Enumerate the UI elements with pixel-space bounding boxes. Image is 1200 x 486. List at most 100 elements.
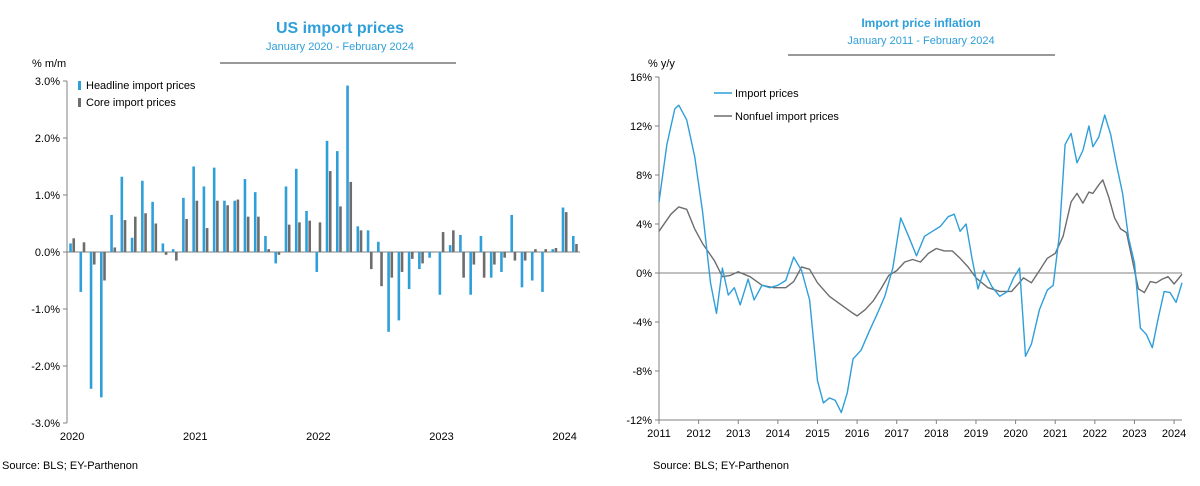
left-x-tick-label: 2023 xyxy=(429,431,453,443)
left-x-tick-label: 2020 xyxy=(60,431,84,443)
right-y-tick-label: 4% xyxy=(636,219,652,231)
core-bar xyxy=(246,216,250,252)
legend-label-core: Core import prices xyxy=(86,97,176,109)
core-bar xyxy=(380,252,383,287)
core-bar xyxy=(133,216,137,252)
core-bar xyxy=(482,252,486,278)
core-bar xyxy=(82,242,86,252)
right-x-tick-label: 2016 xyxy=(845,428,869,440)
right-source-note: Source: BLS; EY-Parthenon xyxy=(653,460,789,472)
left-y-tick-label: -3.0% xyxy=(31,418,60,430)
core-bar xyxy=(493,252,496,265)
headline-bar xyxy=(264,236,267,252)
left-axes: -3.0% -2.0% -1.0% 0.0% 1.0% 2.0% 3.0% 2020 2021 2… xyxy=(31,76,580,443)
core-bar xyxy=(369,252,373,270)
headline-bar xyxy=(418,252,421,270)
headline-bar xyxy=(223,200,226,252)
import-prices-line xyxy=(658,104,1183,414)
right-chart-title: Import price inflation xyxy=(861,16,980,30)
right-x-tick-label: 2019 xyxy=(964,428,988,440)
core-bar xyxy=(144,213,147,252)
core-bar xyxy=(205,228,209,252)
left-bars xyxy=(69,85,578,398)
left-source-note: Source: BLS; EY-Parthenon xyxy=(2,460,138,472)
headline-bar xyxy=(489,252,493,278)
core-bar xyxy=(226,205,229,252)
right-x-tick-label: 2014 xyxy=(766,428,790,440)
left-x-tick-label: 2022 xyxy=(306,431,330,443)
core-bar xyxy=(195,200,199,252)
core-bar xyxy=(503,252,506,258)
core-bar xyxy=(462,252,465,278)
headline-bar xyxy=(141,180,144,252)
headline-bar xyxy=(130,237,134,252)
core-bar xyxy=(523,252,527,261)
headline-bar xyxy=(120,176,124,252)
right-axes: -12% -8% -4% 0% 4% 8% 12% 16% 2011 2012 2013 2014 20… xyxy=(626,72,1186,440)
core-bar xyxy=(513,252,517,261)
headline-bar xyxy=(161,243,165,252)
core-bar xyxy=(164,252,168,255)
right-y-tick-label: 16% xyxy=(630,72,652,84)
right-x-tick-label: 2020 xyxy=(1003,428,1027,440)
legend-label-nonfuel: Nonfuel import prices xyxy=(735,111,839,123)
right-x-tick-label: 2017 xyxy=(884,428,908,440)
core-bar xyxy=(564,212,568,252)
headline-bar xyxy=(335,151,339,252)
core-bar xyxy=(154,223,158,252)
core-bar xyxy=(92,252,96,265)
core-bar xyxy=(287,224,291,252)
headline-bar xyxy=(387,252,390,332)
headline-bar xyxy=(274,252,278,264)
headline-bar xyxy=(192,166,195,252)
right-x-tick-label: 2011 xyxy=(647,428,671,440)
core-bar xyxy=(390,252,394,278)
core-bar xyxy=(472,252,476,265)
headline-bar xyxy=(438,252,442,295)
headline-bar xyxy=(171,249,175,252)
left-y-tick-label: -1.0% xyxy=(31,304,60,316)
headline-bar xyxy=(530,252,534,281)
headline-bar xyxy=(469,252,472,295)
headline-bar xyxy=(356,226,360,252)
headline-bar xyxy=(541,252,544,292)
core-bar xyxy=(103,252,106,281)
core-bar xyxy=(308,220,312,252)
core-bar xyxy=(113,247,117,252)
headline-bar xyxy=(69,243,72,252)
core-bar xyxy=(277,252,281,255)
left-legend: Headline import prices Core import price… xyxy=(78,80,196,109)
legend-swatch-headline xyxy=(78,81,81,90)
right-y-tick-label: 0% xyxy=(636,268,652,280)
right-x-tick-label: 2018 xyxy=(924,428,948,440)
headline-bar xyxy=(479,236,483,252)
core-bar xyxy=(328,171,332,252)
headline-bar xyxy=(551,249,555,252)
right-y-tick-label: 12% xyxy=(630,121,652,133)
core-bar xyxy=(421,252,424,264)
left-chart-subtitle: January 2020 - February 2024 xyxy=(266,41,414,53)
right-x-tick-label: 2024 xyxy=(1162,428,1186,440)
headline-bar xyxy=(151,201,154,252)
core-bar xyxy=(575,244,578,252)
headline-bar xyxy=(243,179,247,252)
headline-bar xyxy=(253,192,257,252)
right-x-tick-label: 2023 xyxy=(1122,428,1146,440)
core-bar xyxy=(400,252,404,272)
left-chart-title: US import prices xyxy=(276,20,404,37)
headline-bar xyxy=(89,252,93,389)
headline-bar xyxy=(520,252,524,288)
core-bar xyxy=(544,249,547,252)
headline-bar xyxy=(428,252,431,258)
left-y-tick-label: 1.0% xyxy=(35,190,60,202)
right-x-tick-label: 2022 xyxy=(1083,428,1107,440)
right-x-tick-label: 2021 xyxy=(1043,428,1067,440)
nonfuel-import-prices-line xyxy=(658,179,1183,317)
right-y-tick-label: 8% xyxy=(636,170,652,182)
core-bar xyxy=(411,252,414,259)
left-y-tick-label: 0.0% xyxy=(35,247,60,259)
core-bar xyxy=(185,218,188,252)
core-bar xyxy=(236,199,240,252)
left-x-tick-label: 2021 xyxy=(183,431,207,443)
